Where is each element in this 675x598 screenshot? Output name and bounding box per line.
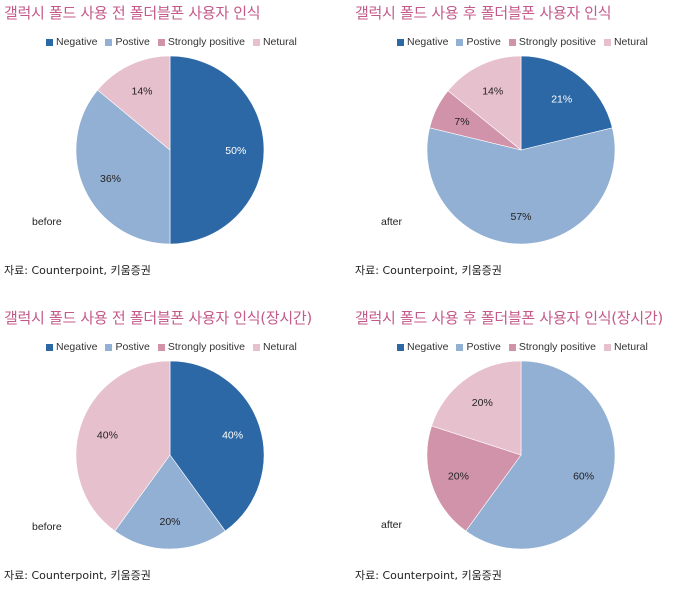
legend-item-negative: Negative: [397, 36, 448, 48]
pie-data-label: 20%: [448, 470, 469, 482]
chart-panel-after: 갤럭시 폴드 사용 후 폴더블폰 사용자 인식 Negative Postive…: [351, 0, 675, 293]
legend-item-netural: Netural: [603, 36, 648, 48]
pie-slice-postive: [114, 454, 226, 550]
pie-slice-netural: [97, 55, 171, 151]
legend-label: Postive: [466, 36, 501, 48]
chart-note: before: [32, 521, 62, 533]
legend-item-postive: Postive: [105, 341, 150, 353]
pie-data-label: 50%: [225, 145, 246, 157]
pie-data-label: 40%: [97, 430, 118, 442]
pie-slice-netural: [75, 360, 171, 532]
pie-data-label: 14%: [482, 86, 503, 98]
pie-slice-negative: [169, 360, 265, 532]
pie-data-label: 20%: [159, 516, 180, 528]
legend-item-strongly-positive: Strongly positive: [508, 341, 596, 353]
chart-title: 갤럭시 폴드 사용 전 폴더블폰 사용자 인식(장시간): [4, 309, 312, 327]
pie-data-label: 40%: [222, 430, 243, 442]
legend-label: Postive: [115, 341, 150, 353]
chart-title: 갤럭시 폴드 사용 후 폴더블폰 사용자 인식(장시간): [355, 309, 663, 327]
pie-slice-netural: [447, 55, 522, 151]
legend-item-postive: Postive: [105, 36, 150, 48]
pie-chart: 60% 20% 20%: [426, 360, 616, 550]
legend-label: Postive: [466, 341, 501, 353]
pie-data-label: 7%: [454, 116, 469, 128]
legend-swatch: [508, 343, 516, 351]
legend-swatch: [508, 38, 516, 46]
chart-title: 갤럭시 폴드 사용 후 폴더블폰 사용자 인식: [355, 4, 612, 22]
legend-item-negative: Negative: [46, 36, 97, 48]
pie-data-label: 57%: [510, 211, 531, 223]
pie-slice-postive: [465, 360, 616, 550]
legend-label: Negative: [56, 36, 98, 48]
legend-swatch: [397, 38, 404, 46]
chart-legend: Negative Postive Strongly positive Netur…: [397, 36, 648, 48]
legend-label: Netural: [613, 341, 648, 353]
legend-item-postive: Postive: [456, 36, 501, 48]
legend-item-netural: Netural: [252, 341, 297, 353]
legend-label: Postive: [115, 36, 150, 48]
pie-slice-strongly-positive: [426, 425, 522, 532]
legend-item-negative: Negative: [397, 341, 448, 353]
pie-slice-postive: [426, 127, 616, 245]
legend-item-netural: Netural: [252, 36, 297, 48]
pie-slice-negative: [169, 55, 265, 245]
legend-label: Negative: [56, 341, 98, 353]
pie-data-label: 36%: [100, 173, 121, 185]
legend-swatch: [252, 38, 260, 46]
pie-data-label: 20%: [472, 397, 493, 409]
pie-slice-negative: [520, 55, 613, 151]
legend-label: Strongly positive: [518, 36, 596, 48]
chart-legend: Negative Postive Strongly positive Netur…: [397, 341, 648, 353]
legend-swatch: [157, 38, 165, 46]
chart-note: after: [381, 519, 403, 531]
chart-title: 갤럭시 폴드 사용 전 폴더블폰 사용자 인식: [4, 4, 261, 22]
legend-item-strongly-positive: Strongly positive: [157, 36, 245, 48]
chart-legend: Negative Postive Strongly positive Netur…: [46, 341, 297, 353]
legend-label: Netural: [262, 36, 297, 48]
chart-panel-before: 갤럭시 폴드 사용 전 폴더블폰 사용자 인식 Negative Postive…: [0, 0, 337, 293]
pie-data-label: 14%: [131, 86, 152, 98]
legend-item-strongly-positive: Strongly positive: [508, 36, 596, 48]
chart-source: 자료: Counterpoint, 키움증권: [355, 264, 502, 277]
chart-panel-after-long-term: 갤럭시 폴드 사용 후 폴더블폰 사용자 인식(장시간) Negative Po…: [351, 305, 675, 598]
legend-swatch: [157, 343, 165, 351]
legend-item-postive: Postive: [456, 341, 501, 353]
legend-item-netural: Netural: [603, 341, 648, 353]
legend-swatch: [456, 38, 464, 46]
legend-label: Netural: [613, 36, 648, 48]
chart-note: before: [32, 216, 62, 228]
chart-source: 자료: Counterpoint, 키움증권: [355, 569, 502, 582]
legend-label: Netural: [262, 341, 297, 353]
pie-data-label: 60%: [573, 470, 594, 482]
pie-slice-netural: [431, 360, 522, 456]
legend-swatch: [603, 343, 611, 351]
legend-swatch: [252, 343, 260, 351]
chart-note: after: [381, 216, 403, 228]
chart-source: 자료: Counterpoint, 키움증권: [4, 569, 151, 582]
legend-label: Negative: [407, 36, 449, 48]
pie-chart: 50% 36% 14%: [75, 55, 265, 245]
pie-slice-postive: [75, 89, 171, 245]
legend-swatch: [603, 38, 611, 46]
chart-panel-before-long-term: 갤럭시 폴드 사용 전 폴더블폰 사용자 인식(장시간) Negative Po…: [0, 305, 337, 598]
legend-swatch: [397, 343, 404, 351]
pie-chart: 21% 57% 7% 14%: [426, 55, 616, 245]
chart-source: 자료: Counterpoint, 키움증권: [4, 264, 151, 277]
legend-swatch: [105, 38, 113, 46]
legend-swatch: [456, 343, 464, 351]
legend-label: Strongly positive: [167, 36, 245, 48]
legend-label: Strongly positive: [518, 341, 596, 353]
legend-swatch: [105, 343, 113, 351]
legend-swatch: [46, 343, 53, 351]
legend-swatch: [46, 38, 53, 46]
legend-label: Negative: [407, 341, 449, 353]
pie-data-label: 21%: [551, 93, 572, 105]
legend-item-negative: Negative: [46, 341, 97, 353]
chart-legend: Negative Postive Strongly positive Netur…: [46, 36, 297, 48]
legend-label: Strongly positive: [167, 341, 245, 353]
legend-item-strongly-positive: Strongly positive: [157, 341, 245, 353]
pie-chart: 40% 20% 40%: [75, 360, 265, 550]
